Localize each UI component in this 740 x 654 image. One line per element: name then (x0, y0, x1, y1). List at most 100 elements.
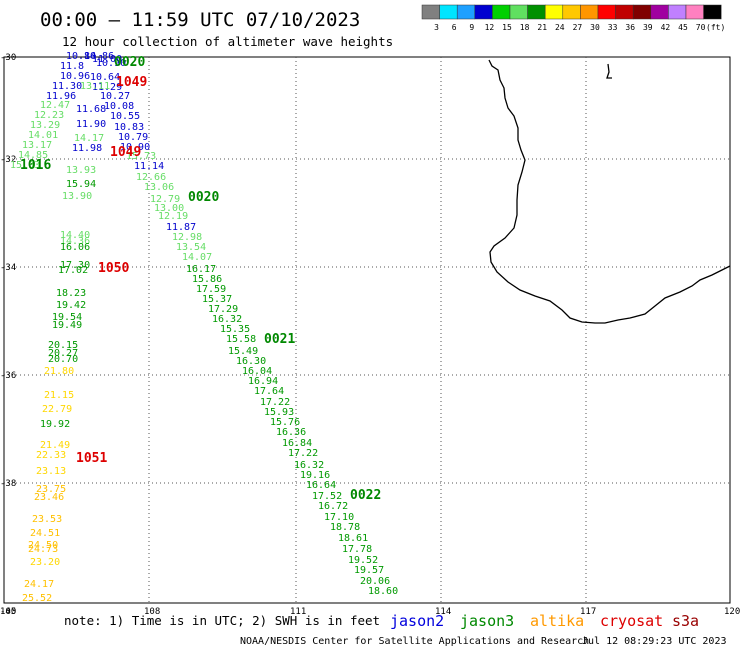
swh-value-label: 16.17 (186, 264, 216, 275)
swh-value-label: 24.50 (28, 540, 58, 551)
swh-value-label: 21.15 (44, 390, 74, 401)
legend-label: 9 (469, 23, 474, 32)
legend-label: 36 (625, 23, 635, 32)
swh-value-label: 12.98 (172, 232, 202, 243)
swh-value-label: 14.07 (182, 252, 212, 263)
swh-value-label: 12.66 (136, 172, 166, 183)
swh-value-label: 17.52 (312, 491, 342, 502)
lat-tick: -40 (0, 607, 16, 617)
legend-label: 39 (643, 23, 653, 32)
swh-value-label: 11.29 (92, 82, 122, 93)
swh-value-label: 24.51 (30, 528, 60, 539)
lon-ticks: 105 108 111 114 117 120 (0, 607, 740, 617)
swh-value-label: 16.64 (306, 480, 336, 491)
map-subtitle: 12 hour collection of altimeter wave hei… (62, 34, 393, 49)
legend-label: 12 (485, 23, 495, 32)
swh-value-label: 13.29 (30, 120, 60, 131)
swh-value-label: 19.57 (354, 565, 384, 576)
swh-value-label: 16.72 (318, 501, 348, 512)
swh-value-label: 19.42 (56, 300, 86, 311)
legend-swatch (527, 4, 546, 20)
map-frame (3, 56, 731, 604)
swh-value-label: 13.17 (22, 140, 52, 151)
legend-label: 42 (661, 23, 671, 32)
swh-value-label: 19.16 (300, 470, 330, 481)
legend-label: 33 (608, 23, 618, 32)
coastline-path (488, 59, 731, 324)
footer-note: note: 1) Time is in UTC; 2) SWH is in fe… (64, 613, 380, 628)
swh-value-label: 16.32 (212, 314, 242, 325)
swh-value-label: 10.08 (104, 101, 134, 112)
lat-tick: -34 (0, 263, 16, 273)
legend-label: 15 (502, 23, 512, 32)
legend-swatch (650, 4, 669, 20)
swh-value-label: 10.96 (60, 71, 90, 82)
swh-value-label: 12.79 (150, 194, 180, 205)
swh-value-label: 15.76 (270, 417, 300, 428)
swh-value-label: 16.06 (60, 242, 90, 253)
swh-value-label: 17.02 (58, 265, 88, 276)
credit-line: NOAA/NESDIS Center for Satellite Applica… (240, 636, 589, 647)
swh-value-label: 10.84 (66, 51, 96, 62)
swh-value-label: 16.04 (242, 366, 272, 377)
swh-value-label: 20.06 (360, 576, 390, 587)
swh-value-label: 20.70 (48, 354, 78, 365)
track-label: 1016 (20, 158, 51, 173)
swh-value-label: 14.85 (18, 150, 48, 161)
swh-value-label: 17.30 (60, 260, 90, 271)
swh-value-label: 12.23 (34, 110, 64, 121)
track-label: 0022 (350, 488, 381, 503)
swh-value-label: 10.83 (114, 122, 144, 133)
sat-jason3: jason3 (460, 612, 514, 630)
swh-value-label: 15.03 (10, 160, 40, 171)
legend-label: 18 (520, 23, 530, 32)
swh-value-label: 13.11 (80, 81, 110, 92)
swh-value-label: 14.40 (60, 230, 90, 241)
sat-jason2: jason2 (390, 612, 444, 630)
swh-value-label: 11.87 (166, 222, 196, 233)
swh-value-label: 17.29 (208, 304, 238, 315)
track-label: 0021 (264, 332, 295, 347)
swh-value-label: 15.86 (192, 274, 222, 285)
swh-value-label: 11.96 (46, 91, 76, 102)
legend-swatch (562, 4, 581, 20)
swh-value-label: 25.52 (22, 593, 52, 604)
swh-value-label: 11.00 (92, 54, 122, 65)
swh-value-label: 24.73 (28, 544, 58, 555)
swh-value-label: 23.20 (30, 557, 60, 568)
swh-value-label: 15.35 (220, 324, 250, 335)
swh-value-label: 16.32 (294, 460, 324, 471)
lon-tick: 117 (580, 607, 596, 617)
lon-tick: 108 (144, 607, 160, 617)
swh-value-label: 15.73 (126, 151, 156, 162)
swh-value-label: 22.79 (42, 404, 72, 415)
swh-value-label: 16.30 (236, 356, 266, 367)
swh-value-label: 15.37 (202, 294, 232, 305)
legend-label: 70 (696, 23, 706, 32)
swh-value-label: 16.36 (276, 427, 306, 438)
swh-value-label: 17.22 (288, 448, 318, 459)
swh-value-label: 21.80 (44, 366, 74, 377)
lon-tick: 111 (290, 607, 306, 617)
swh-value-label: 11.98 (72, 143, 102, 154)
lat-ticks: -30 -32 -34 -36 -38 -40 (0, 53, 16, 617)
legend-swatch (597, 4, 616, 20)
track-id-labels: 1016 0020 1049 1049 0020 1050 0021 1051 … (20, 55, 381, 503)
swh-value-label: 19.92 (40, 419, 70, 430)
timestamp: Jul 12 08:29:23 UTC 2023 (582, 636, 727, 647)
swh-value-label: 19.49 (52, 320, 82, 331)
swh-value-label: 13.06 (144, 182, 174, 193)
track-label: 1049 (110, 145, 141, 160)
swh-value-label: 15.58 (226, 334, 256, 345)
swh-value-label: 18.78 (330, 522, 360, 533)
legend-swatch (544, 4, 564, 20)
swh-value-label: 17.64 (254, 386, 284, 397)
swh-value-label: 10.90 (96, 58, 126, 69)
lat-tick: -38 (0, 479, 16, 489)
swh-value-label: 23.13 (36, 466, 66, 477)
lat-tick: -32 (0, 155, 16, 165)
swh-value-label: 18.61 (338, 533, 368, 544)
